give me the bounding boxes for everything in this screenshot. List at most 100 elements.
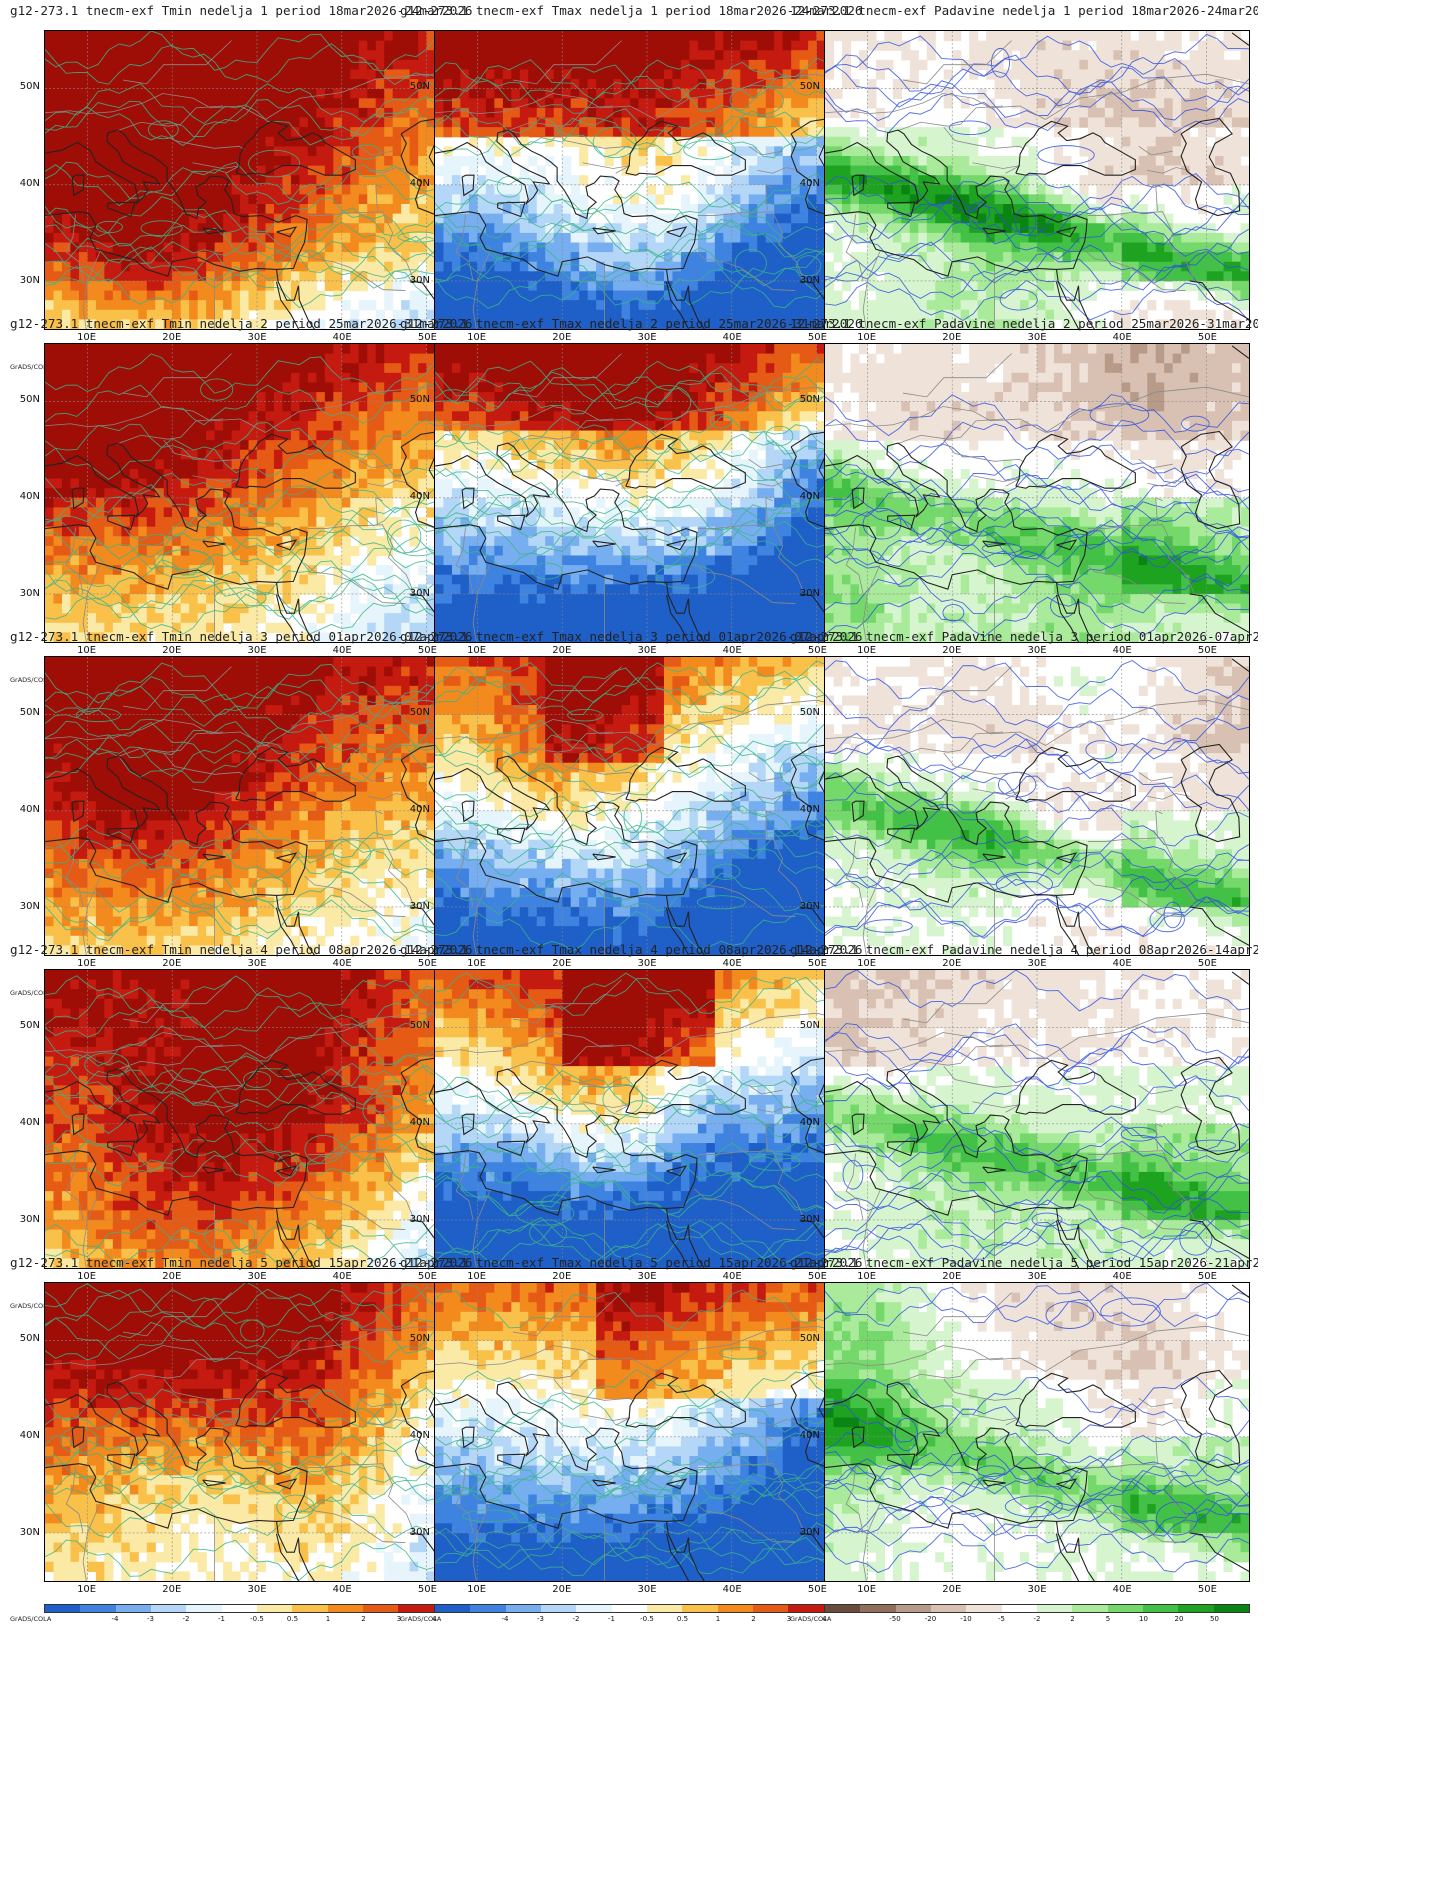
coast-line: [275, 269, 315, 329]
field-cell: [638, 290, 648, 301]
field-cell: [740, 242, 750, 253]
field-cell: [392, 213, 402, 224]
field-cell: [223, 50, 233, 61]
field-cell: [901, 146, 911, 157]
field-cell: [341, 392, 351, 403]
field-cell: [1113, 155, 1123, 167]
field-cell: [1045, 98, 1055, 109]
field-cell: [240, 213, 250, 224]
field-cell: [1113, 184, 1123, 196]
field-cell: [206, 242, 216, 253]
field-cell: [257, 401, 267, 412]
field-cell: [426, 392, 436, 403]
field-cell: [316, 184, 326, 196]
field-cell: [816, 88, 826, 99]
field-cell: [333, 136, 343, 147]
field-cell: [545, 117, 555, 128]
field-cell: [290, 184, 300, 196]
field-cell: [265, 107, 275, 119]
field-cell: [95, 261, 105, 272]
field-cell: [596, 107, 606, 119]
field-cell: [579, 319, 589, 329]
field-cell: [1240, 136, 1249, 147]
field-cell: [774, 242, 784, 253]
field-cell: [392, 242, 402, 253]
field-cell: [774, 223, 784, 234]
contour-ring: [948, 120, 991, 136]
field-cell: [418, 79, 428, 90]
field-cell: [647, 232, 657, 244]
field-cell: [112, 242, 122, 253]
field-cell: [299, 344, 309, 355]
field-cell: [723, 213, 733, 224]
field-cell: [273, 136, 284, 147]
field-cell: [816, 59, 826, 71]
field-cell: [782, 31, 792, 42]
field-cell: [511, 194, 521, 205]
field-cell: [350, 440, 360, 451]
field-cell: [180, 40, 190, 51]
grads-credit: GrADS/COLA: [10, 363, 51, 371]
field-cell: [833, 300, 843, 311]
field-cell: [1096, 155, 1106, 167]
field-cell: [714, 117, 724, 128]
field-cell: [265, 309, 275, 320]
field-cell: [468, 40, 478, 51]
field-cell: [45, 165, 55, 176]
field-cell: [240, 344, 250, 355]
field-cell: [977, 127, 987, 138]
field-cell: [545, 271, 555, 282]
field-cell: [477, 194, 487, 205]
field-cell: [468, 165, 478, 176]
field-cell: [333, 59, 343, 71]
field-cell: [1121, 271, 1131, 282]
field-cell: [731, 175, 741, 186]
field-cell: [358, 204, 368, 215]
field-cell: [1172, 232, 1182, 244]
field-cell: [1164, 59, 1174, 71]
field-cell: [1096, 98, 1106, 109]
field-cell: [757, 223, 767, 234]
field-cell: [680, 280, 690, 292]
field-cell: [341, 411, 351, 422]
field-cell: [1130, 232, 1140, 244]
field-cell: [604, 290, 614, 301]
field-cell: [1003, 155, 1013, 167]
field-cell: [519, 69, 529, 80]
field-cell: [172, 107, 182, 119]
field-cell: [477, 184, 487, 196]
field-cell: [1087, 31, 1097, 42]
field-cell: [791, 213, 801, 224]
field-cell: [451, 300, 462, 311]
field-cell: [1062, 107, 1072, 119]
field-cell: [1087, 117, 1097, 128]
field-cell: [273, 252, 284, 263]
field-cell: [1240, 261, 1249, 272]
field-cell: [299, 440, 309, 451]
field-cell: [257, 382, 267, 393]
field-cell: [104, 40, 114, 51]
field-cell: [926, 31, 936, 42]
field-cell: [138, 69, 148, 80]
field-cell: [1104, 50, 1114, 61]
field-cell: [850, 194, 860, 205]
field-cell: [1240, 242, 1249, 253]
field-cell: [299, 107, 309, 119]
field-cell: [986, 319, 996, 329]
field-cell: [206, 88, 216, 99]
field-cell: [273, 420, 284, 432]
field-cell: [901, 319, 911, 329]
field-cell: [1011, 204, 1021, 215]
field-cell: [248, 300, 258, 311]
field-cell: [587, 31, 597, 42]
field-cell: [706, 300, 716, 311]
field-cell: [214, 155, 224, 167]
field-cell: [536, 184, 546, 196]
field-cell: [680, 79, 690, 90]
field-cell: [248, 372, 258, 384]
field-cell: [562, 50, 572, 61]
field-cell: [892, 184, 902, 196]
field-cell: [341, 300, 351, 311]
field-cell: [409, 271, 419, 282]
field-cell: [451, 40, 462, 51]
